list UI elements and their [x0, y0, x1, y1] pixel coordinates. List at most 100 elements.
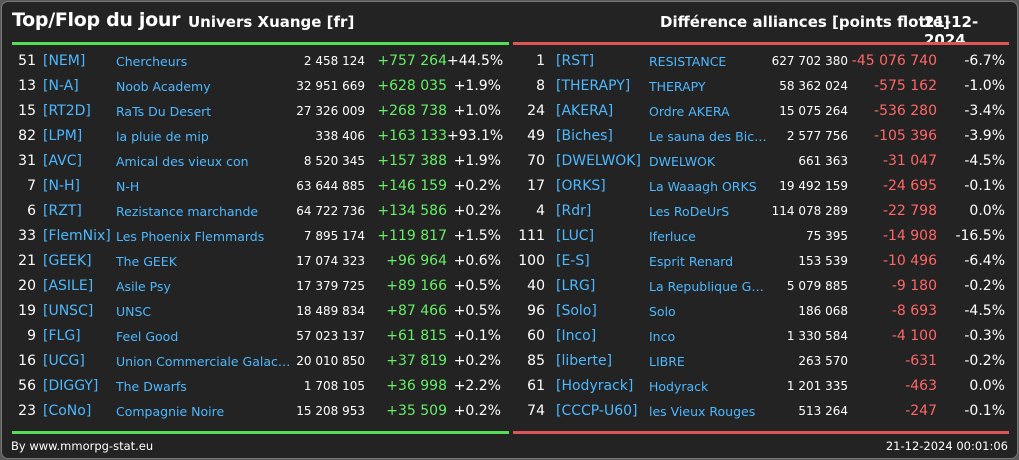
alliance-name[interactable]: Amical des vieux con	[116, 154, 249, 169]
alliance-rank: 13	[18, 78, 36, 94]
alliance-tag[interactable]: [FLG]	[43, 328, 81, 344]
alliance-name[interactable]: LIBRE	[649, 354, 685, 369]
alliance-rank: 51	[18, 53, 36, 69]
alliance-tag[interactable]: [LUC]	[556, 228, 595, 244]
alliance-row: 100 [E-S] Esprit Renard 153 539 -10 496 -6.4%	[513, 249, 1009, 274]
alliance-tag[interactable]: [GEEK]	[43, 253, 92, 269]
alliance-tag[interactable]: [FlemNix]	[43, 228, 111, 244]
percent-change: -0.3%	[964, 328, 1005, 344]
alliance-name[interactable]: THERAPY	[649, 79, 706, 94]
points-difference: -9 180	[891, 278, 937, 294]
alliance-points: 2 577 756	[786, 129, 848, 143]
alliance-tag[interactable]: [Hodyrack]	[556, 378, 634, 394]
points-difference: +628 035	[377, 78, 447, 94]
alliance-tag[interactable]: [UCG]	[43, 353, 85, 369]
alliance-rank: 111	[518, 228, 545, 244]
alliance-points: 27 326 009	[296, 104, 365, 118]
alliance-tag[interactable]: [RT2D]	[43, 103, 91, 119]
alliance-name[interactable]: La Waaagh ORKS	[649, 179, 757, 194]
alliance-name[interactable]: la pluie de mip	[116, 129, 209, 144]
alliance-rank: 40	[527, 278, 545, 294]
alliance-name[interactable]: RESISTANCE	[649, 54, 727, 69]
alliance-tag[interactable]: [ASILE]	[43, 278, 94, 294]
flop-panel-divider	[513, 42, 1009, 45]
generated-timestamp: 21-12-2024 00:01:06	[885, 439, 1008, 453]
top-losers-list: 1 [RST] RESISTANCE 627 702 380 -45 076 740 -6…	[513, 49, 1009, 424]
percent-change: +2.2%	[453, 378, 501, 394]
alliance-name[interactable]: Les Phoenix Flemmards	[116, 229, 265, 244]
alliance-name[interactable]: The Dwarfs	[116, 379, 187, 394]
alliance-tag[interactable]: [Biches]	[556, 128, 613, 144]
alliance-name[interactable]: Chercheurs	[116, 54, 188, 69]
alliance-points: 20 010 850	[296, 354, 365, 368]
alliance-points: 17 074 323	[296, 254, 365, 268]
alliance-tag[interactable]: [AVC]	[43, 153, 82, 169]
alliance-rank: 56	[18, 378, 36, 394]
alliance-points: 75 395	[806, 229, 848, 243]
alliance-tag[interactable]: [RST]	[556, 53, 595, 69]
alliance-name[interactable]: Iferluce	[649, 229, 696, 244]
percent-change: +0.2%	[453, 403, 501, 419]
alliance-tag[interactable]: [UNSC]	[43, 303, 94, 319]
alliance-tag[interactable]: [Solo]	[556, 303, 597, 319]
alliance-rank: 100	[518, 253, 545, 269]
alliance-name[interactable]: DWELWOK	[649, 154, 716, 169]
top-gainers-panel: 51 [NEM] Chercheurs 2 458 124 +757 264 +44.5%…	[12, 42, 509, 434]
alliance-name[interactable]: Hodyrack	[649, 379, 709, 394]
alliance-name[interactable]: Compagnie Noire	[116, 404, 225, 419]
alliance-name[interactable]: Solo	[649, 304, 676, 319]
alliance-tag[interactable]: [NEM]	[43, 53, 86, 69]
alliance-tag[interactable]: [ORKS]	[556, 178, 606, 194]
alliance-tag[interactable]: [N-H]	[43, 178, 80, 194]
alliance-name[interactable]: UNSC	[116, 304, 152, 319]
alliance-row: 1 [RST] RESISTANCE 627 702 380 -45 076 740 -6…	[513, 49, 1009, 74]
alliance-name[interactable]: Inco	[649, 329, 676, 344]
alliance-name[interactable]: Feel Good	[116, 329, 179, 344]
alliance-name[interactable]: N-H	[116, 179, 140, 194]
percent-change: +0.2%	[453, 203, 501, 219]
alliance-points: 1 708 105	[303, 379, 365, 393]
percent-change: +44.5%	[447, 53, 504, 69]
percent-change: 0.0%	[969, 203, 1005, 219]
alliance-tag[interactable]: [N-A]	[43, 78, 79, 94]
alliance-name[interactable]: Ordre AKERA	[649, 104, 730, 119]
alliance-name[interactable]: RaTs Du Desert	[116, 104, 212, 119]
alliance-tag[interactable]: [CCCP-U60]	[556, 403, 638, 419]
points-difference: +61 815	[386, 328, 447, 344]
alliance-name[interactable]: Noob Academy	[116, 79, 211, 94]
alliance-name[interactable]: The GEEK	[116, 254, 177, 269]
alliance-name[interactable]: les Vieux Rouges	[649, 404, 756, 419]
header: Top/Flop du jour Univers Xuange [fr] Dif…	[2, 2, 1017, 49]
percent-change: -0.2%	[964, 353, 1005, 369]
alliance-tag[interactable]: [LPM]	[43, 128, 83, 144]
alliance-tag[interactable]: [Rdr]	[556, 203, 592, 219]
alliance-name[interactable]: Union Commerciale Galactique	[116, 354, 294, 369]
alliance-tag[interactable]: [DWELWOK]	[556, 153, 641, 169]
alliance-points: 17 379 725	[296, 279, 365, 293]
points-difference: -247	[905, 403, 937, 419]
alliance-name[interactable]: Rezistance marchande	[116, 204, 259, 219]
alliance-name[interactable]: Esprit Renard	[649, 254, 734, 269]
alliance-tag[interactable]: [CoNo]	[43, 403, 92, 419]
alliance-tag[interactable]: [DIGGY]	[43, 378, 99, 394]
alliance-tag[interactable]: [RZT]	[43, 203, 82, 219]
alliance-rank: 61	[527, 378, 545, 394]
alliance-points: 338 406	[315, 129, 365, 143]
points-difference: +89 166	[386, 278, 447, 294]
alliance-name[interactable]: Asile Psy	[116, 279, 171, 294]
alliance-points: 2 458 124	[303, 54, 365, 68]
alliance-tag[interactable]: [THERAPY]	[556, 78, 631, 94]
alliance-tag[interactable]: [LRG]	[556, 278, 596, 294]
alliance-name[interactable]: La Republique Gala...	[649, 279, 769, 294]
alliance-name[interactable]: Le sauna des Biches	[649, 129, 769, 144]
alliance-tag[interactable]: [AKERA]	[556, 103, 614, 119]
alliance-name[interactable]: Les RoDeUrS	[649, 204, 730, 219]
alliance-row: 15 [RT2D] RaTs Du Desert 27 326 009 +268 738…	[12, 99, 509, 124]
alliance-points: 7 895 174	[303, 229, 365, 243]
percent-change: +1.9%	[453, 78, 501, 94]
alliance-tag[interactable]: [E-S]	[556, 253, 590, 269]
alliance-tag[interactable]: [liberte]	[556, 353, 613, 369]
points-difference: +757 264	[377, 53, 447, 69]
alliance-rank: 16	[18, 353, 36, 369]
alliance-tag[interactable]: [Inco]	[556, 328, 597, 344]
